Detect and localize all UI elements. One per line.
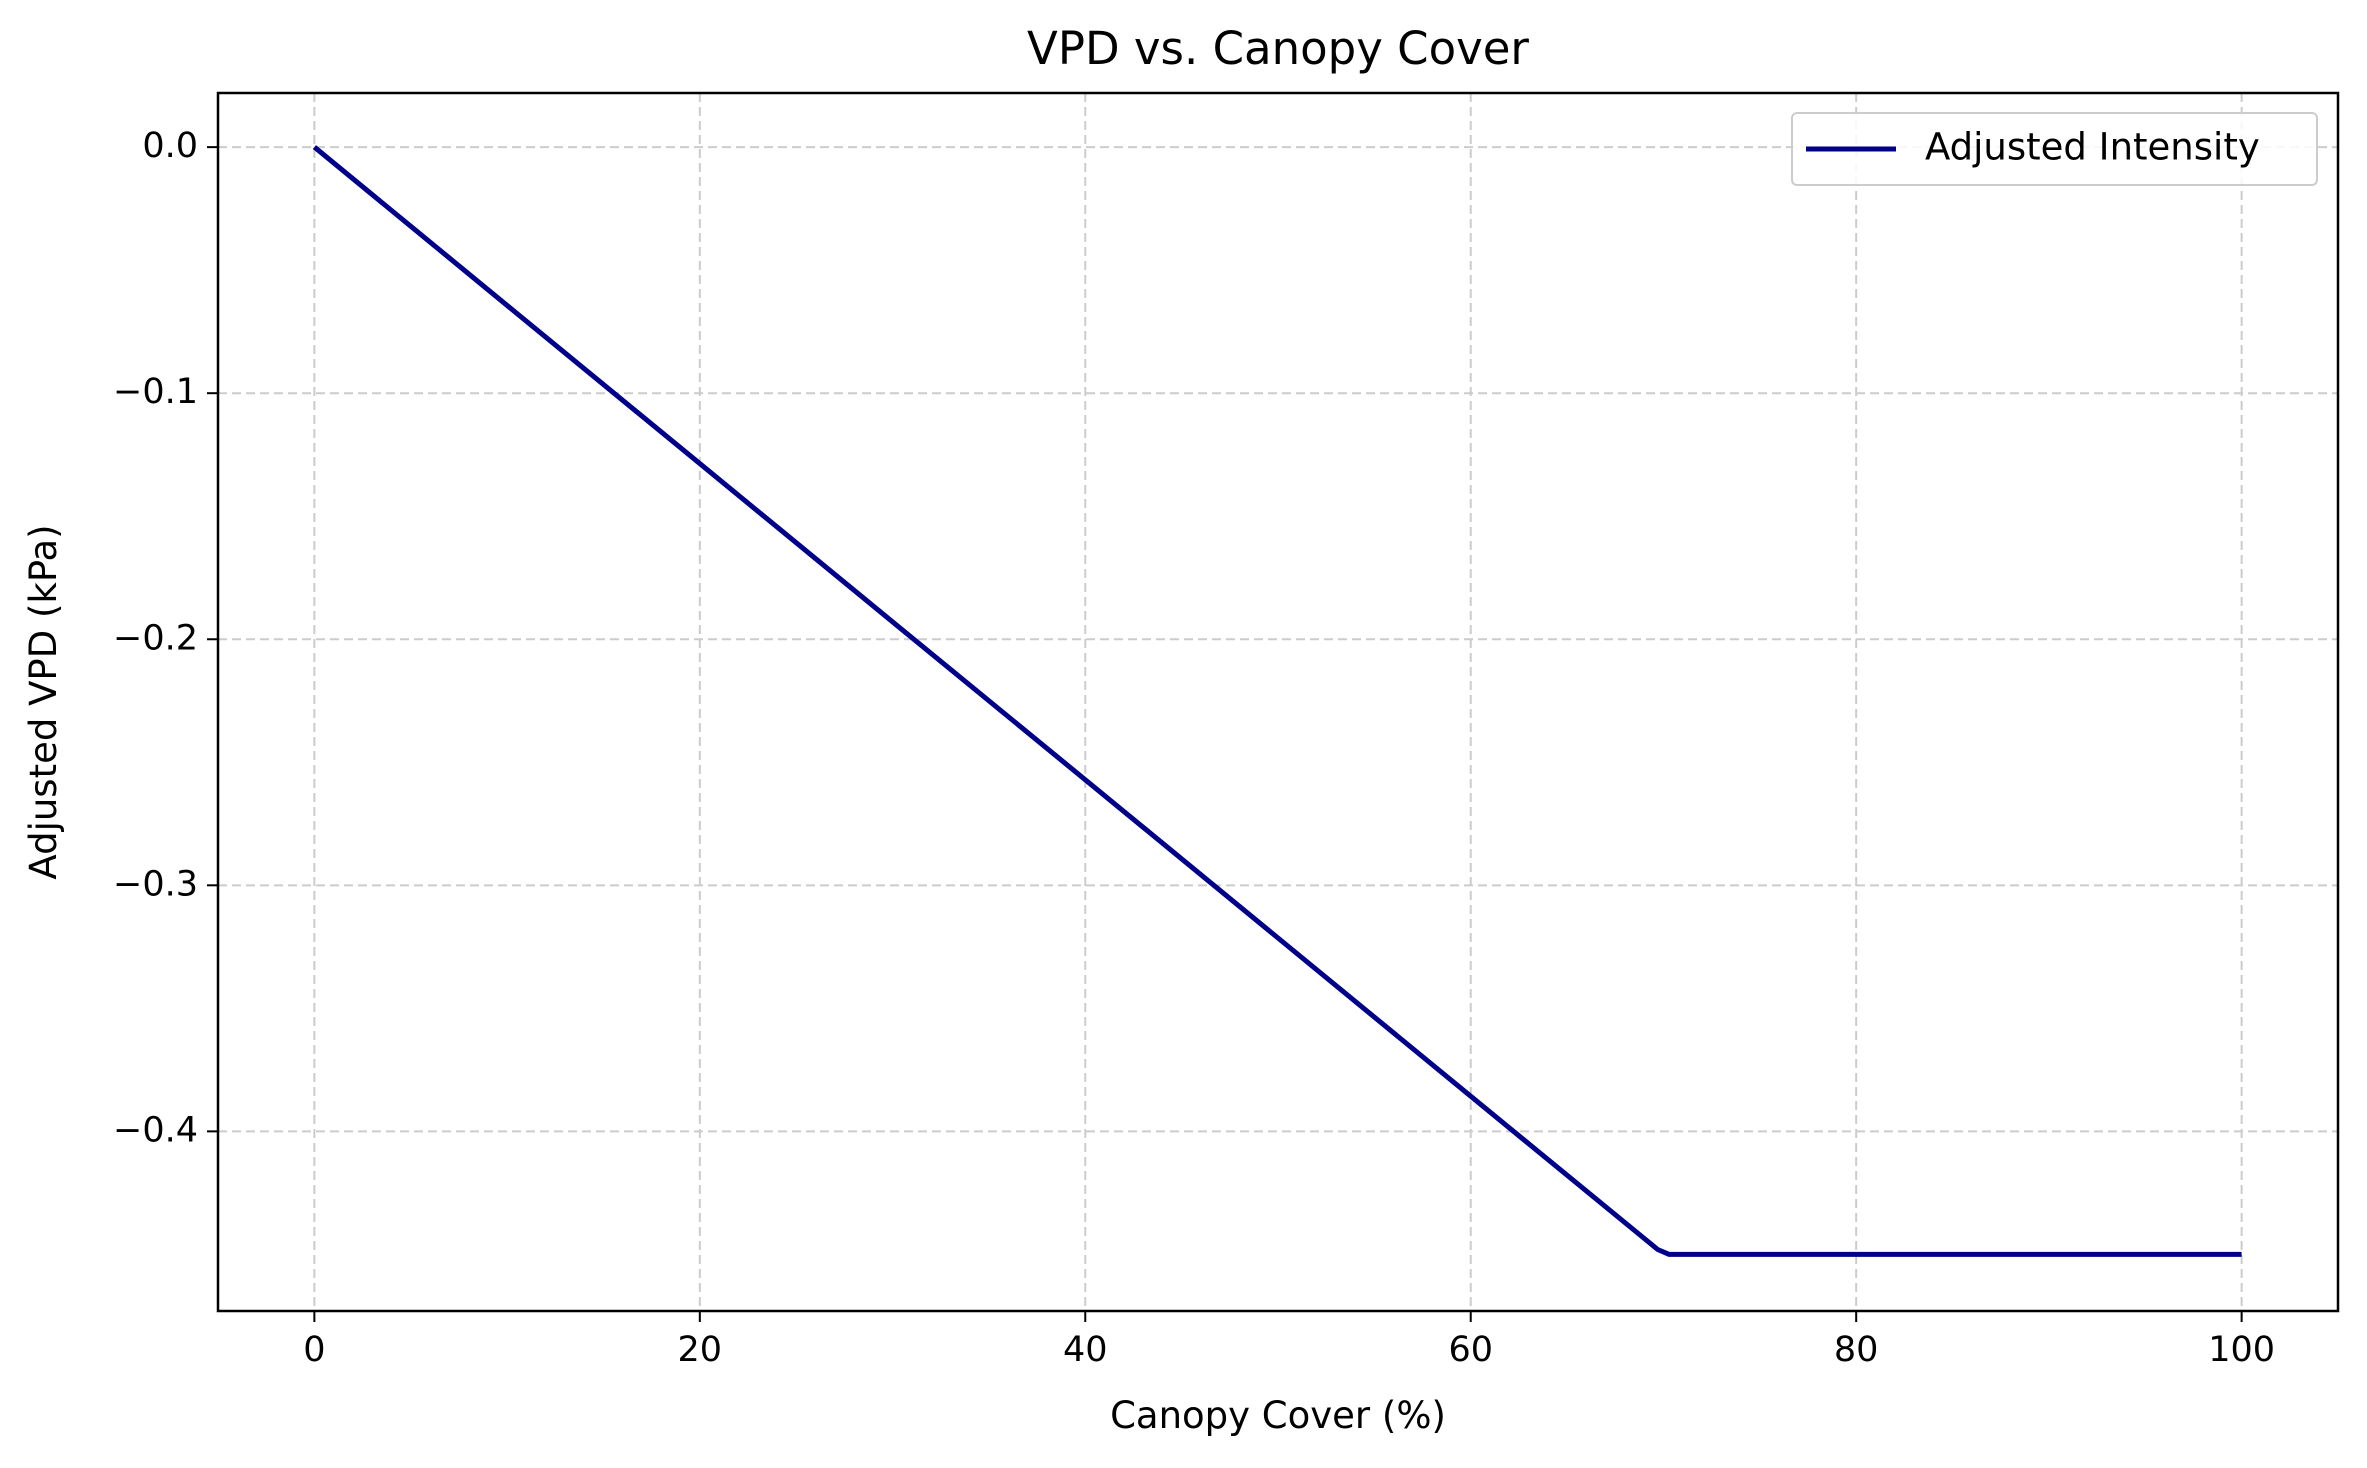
axis-ticks: 0 20 40 60 80 100 0.0 −0.1 −0.2 −0.3 −0.4 xyxy=(113,126,2275,1370)
series-layer xyxy=(312,145,2242,1257)
y-tick-label: −0.2 xyxy=(113,618,198,658)
x-tick-label: 0 xyxy=(303,1330,325,1370)
x-tick-label: 20 xyxy=(678,1330,723,1370)
y-axis-label: Adjusted VPD (kPa) xyxy=(22,524,65,879)
y-tick-label: 0.0 xyxy=(142,126,198,166)
x-tick-label: 60 xyxy=(1448,1330,1493,1370)
x-axis-label: Canopy Cover (%) xyxy=(1110,1394,1446,1437)
chart-title: VPD vs. Canopy Cover xyxy=(1027,22,1529,75)
legend-box xyxy=(1791,112,2318,186)
y-tick-label: −0.1 xyxy=(113,372,198,412)
x-tick-label: 80 xyxy=(1834,1330,1879,1370)
plot-frame xyxy=(216,91,2340,1313)
legend-label: Adjusted Intensity xyxy=(1925,126,2260,169)
legend: Adjusted Intensity xyxy=(1791,112,2318,186)
x-tick-label: 40 xyxy=(1063,1330,1108,1370)
y-tick-label: −0.3 xyxy=(113,864,198,904)
x-tick-label: 100 xyxy=(2208,1330,2275,1370)
y-tick-label: −0.4 xyxy=(113,1110,198,1150)
series-line xyxy=(312,145,2242,1257)
